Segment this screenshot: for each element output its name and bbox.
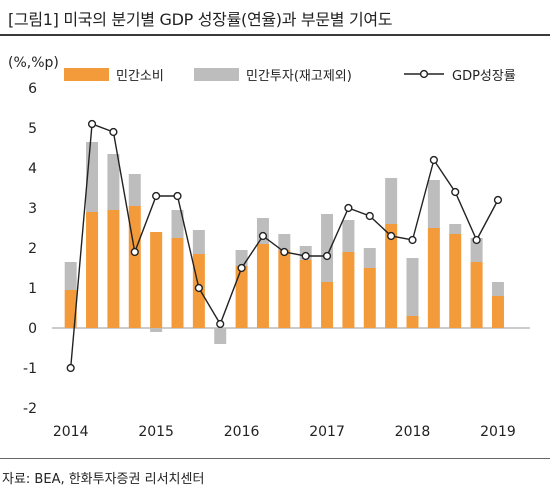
source-note: 자료: BEA, 한화투자증권 리서치센터 (2, 472, 205, 487)
x-tick-label: 2018 (395, 424, 431, 440)
gdp-point (451, 187, 460, 197)
gdp-point (280, 247, 289, 257)
bar-consumption (150, 232, 163, 328)
y-tick-label: 4 (28, 161, 37, 177)
bar-investment (256, 218, 269, 244)
chart-title: [그림1] 미국의 분기별 GDP 성장률(연율)과 부문별 기여도 (8, 10, 393, 29)
bar-consumption (470, 262, 483, 328)
legend-swatch-investment (194, 68, 239, 81)
gdp-point (365, 211, 374, 221)
x-tick-label: 2019 (480, 424, 516, 440)
bar-consumption (128, 206, 141, 328)
gdp-line-series (66, 119, 503, 373)
legend-label-investment: 민간투자(재고제외) (246, 69, 352, 84)
bar-consumption (299, 260, 312, 328)
bar-consumption (342, 252, 355, 328)
y-tick-label: 3 (28, 201, 37, 217)
bar-consumption (256, 244, 269, 328)
bar-investment (363, 248, 376, 268)
bar-investment (128, 174, 141, 206)
bar-consumption (491, 296, 504, 328)
bar-consumption (235, 266, 248, 328)
y-tick-label: 6 (28, 81, 37, 97)
gdp-point (472, 235, 481, 245)
bar-investment (235, 250, 248, 266)
bar-investment (342, 220, 355, 252)
x-tick-label: 2016 (224, 424, 260, 440)
bar-investment (214, 328, 227, 344)
gdp-point (387, 231, 396, 241)
bar-investment (427, 180, 440, 228)
bar-consumption (427, 228, 440, 328)
bars (64, 142, 504, 344)
bar-consumption (64, 290, 77, 328)
bar-investment (64, 262, 77, 290)
gdp-point (237, 263, 246, 273)
legend-swatch-consumption (64, 68, 109, 81)
gdp-point (216, 319, 225, 329)
footer-divider (0, 458, 550, 459)
legend-label-consumption: 민간소비 (116, 69, 164, 84)
x-axis-ticks: 2014 2015 2016 2017 2018 2019 (53, 424, 516, 440)
y-tick-label: 2 (28, 241, 37, 257)
x-tick-label: 2017 (309, 424, 345, 440)
gdp-point (173, 191, 182, 201)
x-tick-label: 2014 (53, 424, 89, 440)
bar-investment (150, 328, 163, 332)
gdp-point (408, 235, 417, 245)
legend-label-gdp: GDP성장률 (452, 69, 516, 84)
title-divider (0, 34, 550, 36)
gdp-point (258, 231, 268, 241)
gdp-point (130, 247, 139, 257)
y-tick-label: -2 (23, 401, 37, 417)
gdp-point (152, 191, 161, 201)
bar-investment (192, 230, 205, 254)
gdp-point (322, 251, 332, 261)
bar-investment (171, 210, 184, 238)
bar-investment (278, 234, 291, 250)
y-tick-label: -1 (23, 361, 37, 377)
legend-marker-gdp (419, 69, 429, 79)
y-tick-label: 5 (28, 121, 37, 137)
gdp-point (109, 127, 118, 137)
bar-investment (470, 238, 483, 262)
y-axis-label: (%,%p) (8, 55, 59, 71)
bar-consumption (171, 238, 184, 328)
bar-consumption (278, 250, 291, 328)
bar-consumption (86, 212, 99, 328)
gdp-point (429, 155, 438, 165)
bar-consumption (363, 268, 376, 328)
bar-investment (449, 224, 462, 234)
gdp-point (194, 283, 203, 293)
bar-investment (385, 178, 398, 224)
gdp-point (87, 119, 97, 129)
y-tick-label: 1 (28, 281, 37, 297)
y-axis-ticks: -2 -1 0 1 2 3 4 5 6 (23, 81, 37, 417)
gdp-point (66, 363, 75, 373)
bar-consumption (406, 316, 419, 328)
gdp-point (493, 195, 503, 205)
y-tick-label: 0 (28, 321, 37, 337)
legend: 민간소비 민간투자(재고제외) GDP성장률 (64, 68, 516, 84)
x-tick-label: 2015 (138, 424, 174, 440)
bar-consumption (107, 210, 120, 328)
bar-investment (107, 154, 120, 210)
bar-consumption (385, 224, 398, 328)
gdp-point (301, 251, 310, 261)
bar-consumption (321, 282, 334, 328)
gdp-point (344, 203, 353, 213)
bar-consumption (449, 234, 462, 328)
bar-investment (321, 214, 334, 282)
bar-investment (406, 258, 419, 316)
bar-investment (491, 282, 504, 296)
